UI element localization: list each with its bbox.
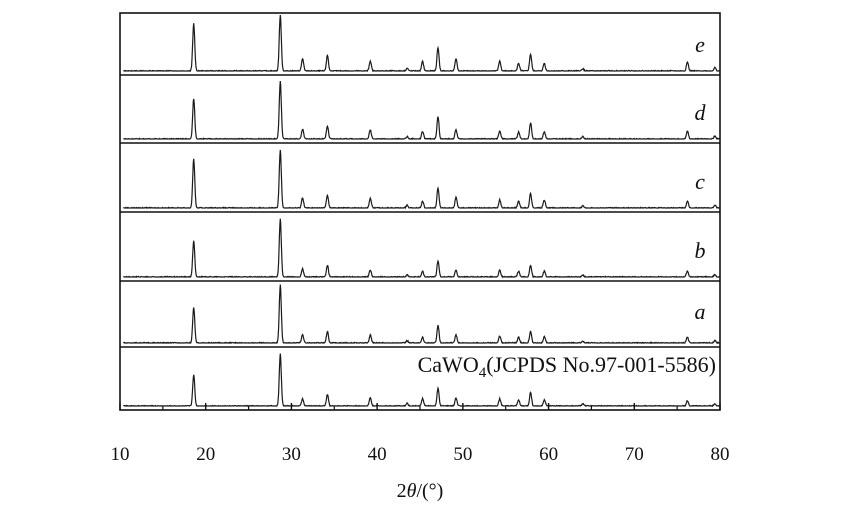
x-axis-label-theta: θ [407, 480, 417, 502]
series-line-c [123, 149, 720, 210]
series-line-d [123, 80, 720, 141]
x-tick-label: 50 [453, 444, 472, 465]
x-tick-label: 30 [282, 444, 301, 465]
x-axis-label-post: /(°) [416, 480, 443, 502]
series-line-cawo4-jcpds-no-97-001-5586- [122, 353, 720, 408]
reference-label-main: CaWO [418, 352, 479, 377]
panel-label-c: c [695, 169, 705, 194]
reference-label: CaWO4(JCPDS No.97-001-5586) [418, 352, 716, 381]
panel-label-b: b [695, 238, 706, 263]
series-line-a [122, 284, 720, 345]
reference-label-rest: (JCPDS No.97-001-5586) [486, 352, 716, 377]
panel-label-d: d [695, 100, 707, 125]
series-line-b [123, 218, 720, 279]
panel-label-e: e [695, 32, 705, 57]
reference-label-sub: 4 [479, 365, 487, 381]
x-tick-label: 40 [368, 444, 387, 465]
x-axis-label: 2θ/(°) [397, 480, 444, 502]
series-line-e [123, 15, 720, 73]
x-tick-label: 20 [196, 444, 215, 465]
x-tick-label: 10 [111, 444, 130, 465]
x-tick-label: 80 [711, 444, 730, 465]
panels [120, 15, 720, 408]
x-tick-label: 70 [625, 444, 644, 465]
x-axis-label-pre: 2 [397, 480, 407, 502]
x-ticks: 10 20 30 40 50 60 70 80 [111, 403, 730, 465]
panel-label-a: a [695, 299, 706, 324]
x-tick-label: 60 [539, 444, 558, 465]
